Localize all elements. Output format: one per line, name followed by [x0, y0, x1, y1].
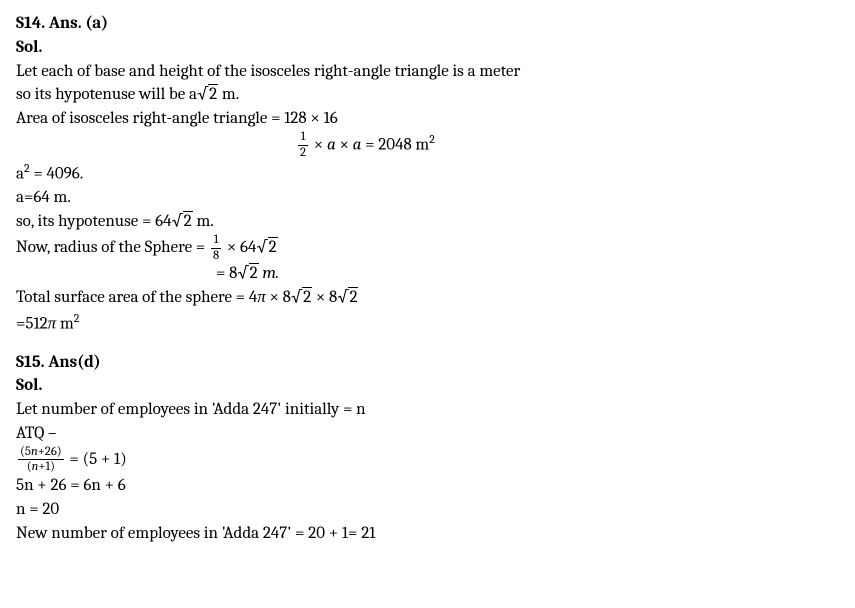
- numerator: 1: [298, 131, 308, 146]
- s14-eq2: = 8 2 m.: [16, 262, 839, 286]
- s14-l9b: m: [56, 315, 74, 334]
- radicand: 2: [249, 263, 259, 283]
- s14-l6b: m.: [193, 212, 214, 231]
- s14-l4b: = 4096.: [30, 165, 84, 184]
- radicand: 2: [208, 84, 218, 104]
- s14-line7: Now, radius of the Sphere = 1 8 × 64 2: [16, 234, 839, 263]
- s14-eq1: 1 2 × a × a = 2048 m2: [16, 131, 839, 160]
- s15-header: S15. Ans(d): [16, 351, 839, 375]
- numerator: 1: [211, 234, 221, 249]
- s14-l2a: so its hypotenuse will be a: [16, 85, 197, 104]
- s14-line9: =512π m2: [16, 310, 839, 336]
- s14-header: S14. Ans. (a): [16, 12, 839, 36]
- s14-line5: a=64 m.: [16, 186, 839, 210]
- radicand: 2: [302, 287, 312, 307]
- s14-line8: Total surface area of the sphere = 4π × …: [16, 286, 839, 310]
- s15-eq: (5n+26) (n+1) = (5 + 1): [16, 446, 839, 475]
- s15-line4: 5n + 26 = 6n + 6: [16, 474, 839, 498]
- sqrt-icon: 2: [256, 236, 277, 260]
- s14-l4a: a: [16, 165, 24, 184]
- s14-line6: so, its hypotenuse = 64 2 m.: [16, 210, 839, 234]
- sqrt-icon: 2: [172, 210, 193, 234]
- sqrt-icon: 2: [197, 83, 218, 107]
- radicand: 2: [268, 237, 278, 257]
- num-b: +26): [38, 445, 62, 459]
- s14-l7a: Now, radius of the Sphere =: [16, 238, 209, 257]
- pi: π: [48, 315, 57, 334]
- s14-l6a: so, its hypotenuse = 64: [16, 212, 172, 231]
- var-m: m.: [262, 264, 279, 283]
- num-a: (5: [20, 445, 31, 459]
- s14-l8b: × 8: [266, 288, 291, 307]
- s14-l2b: m.: [218, 85, 239, 104]
- var-n: n: [31, 445, 38, 459]
- sqrt-icon: 2: [337, 286, 358, 310]
- denominator: 2: [298, 146, 308, 160]
- sup: 2: [74, 311, 80, 325]
- den-b: +1): [38, 460, 55, 474]
- s15-line2: ATQ –: [16, 422, 839, 446]
- numerator: (5n+26): [18, 446, 64, 461]
- s14-l7b: × 64: [223, 238, 256, 257]
- s14-l8c: × 8: [312, 288, 337, 307]
- fraction: 1 8: [211, 234, 221, 263]
- sup: 2: [429, 132, 435, 146]
- radicand: 2: [348, 287, 358, 307]
- s15-sol-label: Sol.: [16, 374, 839, 398]
- s14-l8a: Total surface area of the sphere = 4: [16, 288, 257, 307]
- sqrt-icon: 2: [291, 286, 312, 310]
- eq-text: ×: [336, 136, 353, 155]
- s15-line5: n = 20: [16, 498, 839, 522]
- denominator: 8: [211, 249, 221, 263]
- var-a: a: [327, 136, 336, 155]
- s14-line1: Let each of base and height of the isosc…: [16, 60, 839, 84]
- s15-line1: Let number of employees in 'Adda 247' in…: [16, 398, 839, 422]
- denominator: (n+1): [18, 460, 64, 474]
- s14-l9a: =512: [16, 315, 48, 334]
- eq-rhs: = 2048 m: [361, 136, 429, 155]
- eq-text: ×: [310, 136, 327, 155]
- fraction: 1 2: [298, 131, 308, 160]
- s14-line2: so its hypotenuse will be a 2 m.: [16, 83, 839, 107]
- radicand: 2: [183, 211, 193, 231]
- s14-sol-label: Sol.: [16, 36, 839, 60]
- fraction: (5n+26) (n+1): [18, 446, 64, 475]
- pi: π: [257, 288, 266, 307]
- sqrt-icon: 2: [237, 262, 258, 286]
- s14-line4: a2 = 4096.: [16, 160, 839, 186]
- s14-line3: Area of isosceles right-angle triangle =…: [16, 107, 839, 131]
- s15-line6: New number of employees in 'Adda 247' = …: [16, 522, 839, 546]
- spacer: [16, 337, 839, 351]
- eq-rhs: = (5 + 1): [66, 450, 127, 469]
- eq2a: = 8: [216, 264, 237, 283]
